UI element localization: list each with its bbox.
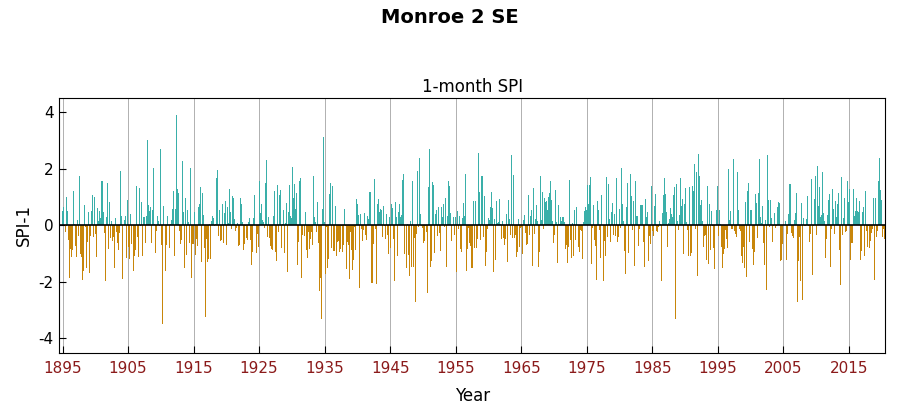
Title: 1-month SPI: 1-month SPI bbox=[421, 79, 523, 97]
X-axis label: Year: Year bbox=[454, 387, 490, 405]
Y-axis label: SPI-1: SPI-1 bbox=[15, 204, 33, 246]
Text: Monroe 2 SE: Monroe 2 SE bbox=[382, 8, 518, 27]
